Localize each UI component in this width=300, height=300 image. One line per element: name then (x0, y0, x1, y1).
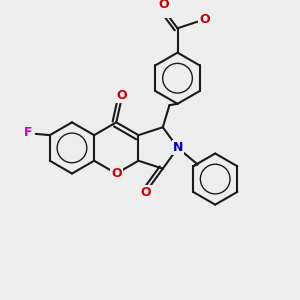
Text: O: O (140, 186, 151, 199)
Text: O: O (111, 167, 122, 180)
Text: O: O (158, 0, 169, 11)
Text: O: O (116, 89, 127, 102)
Text: O: O (199, 13, 210, 26)
Text: F: F (24, 126, 32, 139)
Text: N: N (173, 141, 183, 154)
